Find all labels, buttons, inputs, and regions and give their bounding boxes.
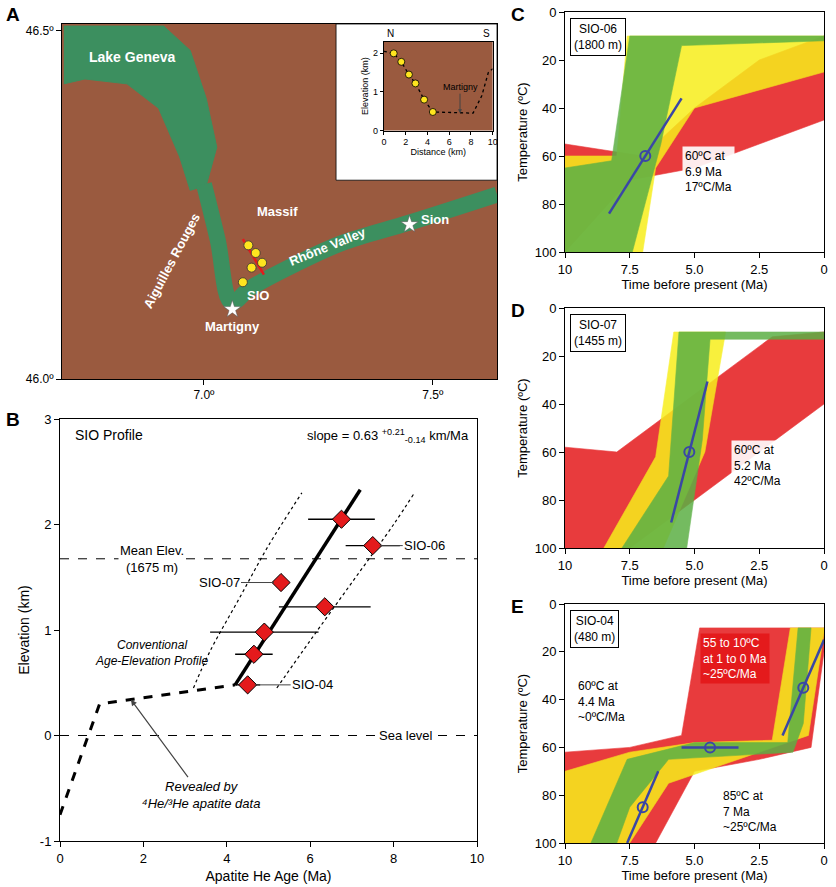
svg-text:Temperature (ºC): Temperature (ºC) bbox=[515, 674, 530, 773]
svg-text:Martigny: Martigny bbox=[443, 82, 478, 92]
svg-text:Elevation (km): Elevation (km) bbox=[16, 585, 32, 674]
svg-text:10: 10 bbox=[488, 137, 498, 147]
svg-text:ConventionalAge-Elevation Prof: ConventionalAge-Elevation Profile bbox=[95, 638, 208, 668]
svg-text:20: 20 bbox=[542, 53, 556, 68]
svg-text:60ºC at4.4 Ma~0ºC/Ma: 60ºC at4.4 Ma~0ºC/Ma bbox=[578, 679, 625, 724]
svg-text:SIO-07: SIO-07 bbox=[199, 575, 240, 590]
svg-text:2.5: 2.5 bbox=[750, 558, 768, 573]
svg-text:0: 0 bbox=[549, 597, 556, 612]
svg-text:0: 0 bbox=[381, 137, 386, 147]
svg-text:80: 80 bbox=[542, 197, 556, 212]
svg-text:4: 4 bbox=[425, 137, 430, 147]
svg-text:2: 2 bbox=[44, 517, 51, 532]
svg-text:2: 2 bbox=[403, 137, 408, 147]
svg-text:S: S bbox=[483, 28, 490, 39]
svg-text:2.5: 2.5 bbox=[750, 853, 768, 868]
svg-text:7.0º: 7.0º bbox=[193, 388, 215, 402]
svg-text:Distance (km): Distance (km) bbox=[411, 147, 467, 157]
svg-text:20: 20 bbox=[542, 349, 556, 364]
svg-text:1: 1 bbox=[373, 87, 378, 97]
svg-text:7.5: 7.5 bbox=[621, 558, 639, 573]
svg-text:0: 0 bbox=[373, 126, 378, 136]
svg-text:60ºC at5.2 Ma42ºC/Ma: 60ºC at5.2 Ma42ºC/Ma bbox=[734, 443, 781, 488]
svg-text:Apatite He Age (Ma): Apatite He Age (Ma) bbox=[205, 868, 331, 884]
svg-text:100: 100 bbox=[535, 541, 557, 556]
svg-text:0: 0 bbox=[56, 851, 63, 866]
svg-text:80: 80 bbox=[542, 493, 556, 508]
svg-text:60ºC at6.9 Ma17ºC/Ma: 60ºC at6.9 Ma17ºC/Ma bbox=[685, 149, 732, 194]
svg-text:SIO-07(1455 m): SIO-07(1455 m) bbox=[574, 318, 622, 348]
svg-text:2: 2 bbox=[373, 48, 378, 58]
svg-text:Mean Elev.(1675 m): Mean Elev.(1675 m) bbox=[120, 543, 184, 575]
svg-text:Rhône Valley: Rhône Valley bbox=[287, 224, 368, 269]
svg-text:100: 100 bbox=[535, 245, 557, 260]
svg-text:Lake Geneva: Lake Geneva bbox=[89, 49, 176, 65]
svg-text:60: 60 bbox=[542, 445, 556, 460]
svg-text:Time before present (Ma): Time before present (Ma) bbox=[621, 277, 767, 292]
svg-text:60: 60 bbox=[542, 149, 556, 164]
svg-text:5.0: 5.0 bbox=[685, 853, 703, 868]
svg-text:100: 100 bbox=[535, 836, 557, 851]
svg-text:60: 60 bbox=[542, 740, 556, 755]
svg-text:2.5: 2.5 bbox=[750, 262, 768, 277]
svg-text:-1: -1 bbox=[40, 834, 52, 849]
svg-text:0: 0 bbox=[549, 301, 556, 316]
svg-text:Time before present (Ma): Time before present (Ma) bbox=[621, 868, 767, 883]
svg-text:Sea level: Sea level bbox=[379, 728, 433, 743]
svg-text:20: 20 bbox=[542, 644, 556, 659]
svg-text:40: 40 bbox=[542, 397, 556, 412]
svg-text:Aiguilles Rouges: Aiguilles Rouges bbox=[140, 211, 203, 311]
svg-text:C: C bbox=[511, 4, 525, 25]
svg-text:10: 10 bbox=[558, 853, 572, 868]
svg-text:7.5º: 7.5º bbox=[422, 388, 444, 402]
svg-text:40: 40 bbox=[542, 692, 556, 707]
svg-text:Sion: Sion bbox=[421, 212, 449, 227]
svg-text:A: A bbox=[6, 4, 20, 25]
svg-text:7.5: 7.5 bbox=[621, 853, 639, 868]
svg-text:0: 0 bbox=[820, 262, 827, 277]
svg-text:46.0º: 46.0º bbox=[26, 372, 54, 386]
svg-text:slope = 0.63 ​+0.21​​-0.14​ km: slope = 0.63 ​+0.21​​-0.14​ km/Ma bbox=[307, 427, 469, 445]
svg-text:SIO-06: SIO-06 bbox=[404, 538, 445, 553]
svg-text:85ºC at7 Ma~25ºC/Ma: 85ºC at7 Ma~25ºC/Ma bbox=[723, 789, 777, 834]
svg-text:4: 4 bbox=[223, 851, 230, 866]
svg-text:D: D bbox=[511, 300, 525, 321]
svg-text:5.0: 5.0 bbox=[685, 262, 703, 277]
svg-text:6: 6 bbox=[447, 137, 452, 147]
svg-text:Time before present (Ma): Time before present (Ma) bbox=[621, 573, 767, 588]
svg-text:Temperature (ºC): Temperature (ºC) bbox=[515, 82, 530, 181]
svg-text:6: 6 bbox=[307, 851, 314, 866]
svg-text:Revealed by⁴He/³He apatite dat: Revealed by⁴He/³He apatite data bbox=[142, 779, 260, 811]
svg-text:B: B bbox=[6, 409, 20, 430]
svg-text:80: 80 bbox=[542, 788, 556, 803]
svg-text:SIO-06(1800 m): SIO-06(1800 m) bbox=[574, 22, 622, 52]
svg-text:8: 8 bbox=[390, 851, 397, 866]
svg-text:N: N bbox=[387, 28, 394, 39]
svg-text:0: 0 bbox=[549, 5, 556, 20]
svg-text:10: 10 bbox=[470, 851, 484, 866]
svg-text:SIO Profile: SIO Profile bbox=[75, 427, 143, 443]
svg-text:5.0: 5.0 bbox=[685, 558, 703, 573]
svg-text:1: 1 bbox=[44, 623, 51, 638]
svg-text:2: 2 bbox=[140, 851, 147, 866]
svg-text:8: 8 bbox=[468, 137, 473, 147]
svg-text:7.5: 7.5 bbox=[621, 262, 639, 277]
svg-text:Elevation (km): Elevation (km) bbox=[360, 57, 370, 115]
svg-text:10: 10 bbox=[558, 558, 572, 573]
svg-text:3: 3 bbox=[44, 412, 51, 427]
svg-text:Martigny: Martigny bbox=[205, 319, 260, 334]
svg-text:E: E bbox=[511, 596, 524, 617]
svg-text:SIO-04: SIO-04 bbox=[292, 677, 333, 692]
svg-text:40: 40 bbox=[542, 101, 556, 116]
svg-text:46.5º: 46.5º bbox=[26, 24, 54, 38]
svg-text:Temperature (ºC): Temperature (ºC) bbox=[515, 378, 530, 477]
svg-text:Massif: Massif bbox=[257, 204, 298, 219]
svg-text:0: 0 bbox=[44, 728, 51, 743]
svg-text:SIO-04(480 m): SIO-04(480 m) bbox=[574, 614, 615, 644]
svg-text:0: 0 bbox=[820, 853, 827, 868]
svg-text:SIO: SIO bbox=[247, 288, 269, 303]
svg-text:10: 10 bbox=[558, 262, 572, 277]
svg-text:0: 0 bbox=[820, 558, 827, 573]
svg-text:55 to 10ºCat 1 to 0 Ma~25ºC/Ma: 55 to 10ºCat 1 to 0 Ma~25ºC/Ma bbox=[703, 636, 767, 681]
